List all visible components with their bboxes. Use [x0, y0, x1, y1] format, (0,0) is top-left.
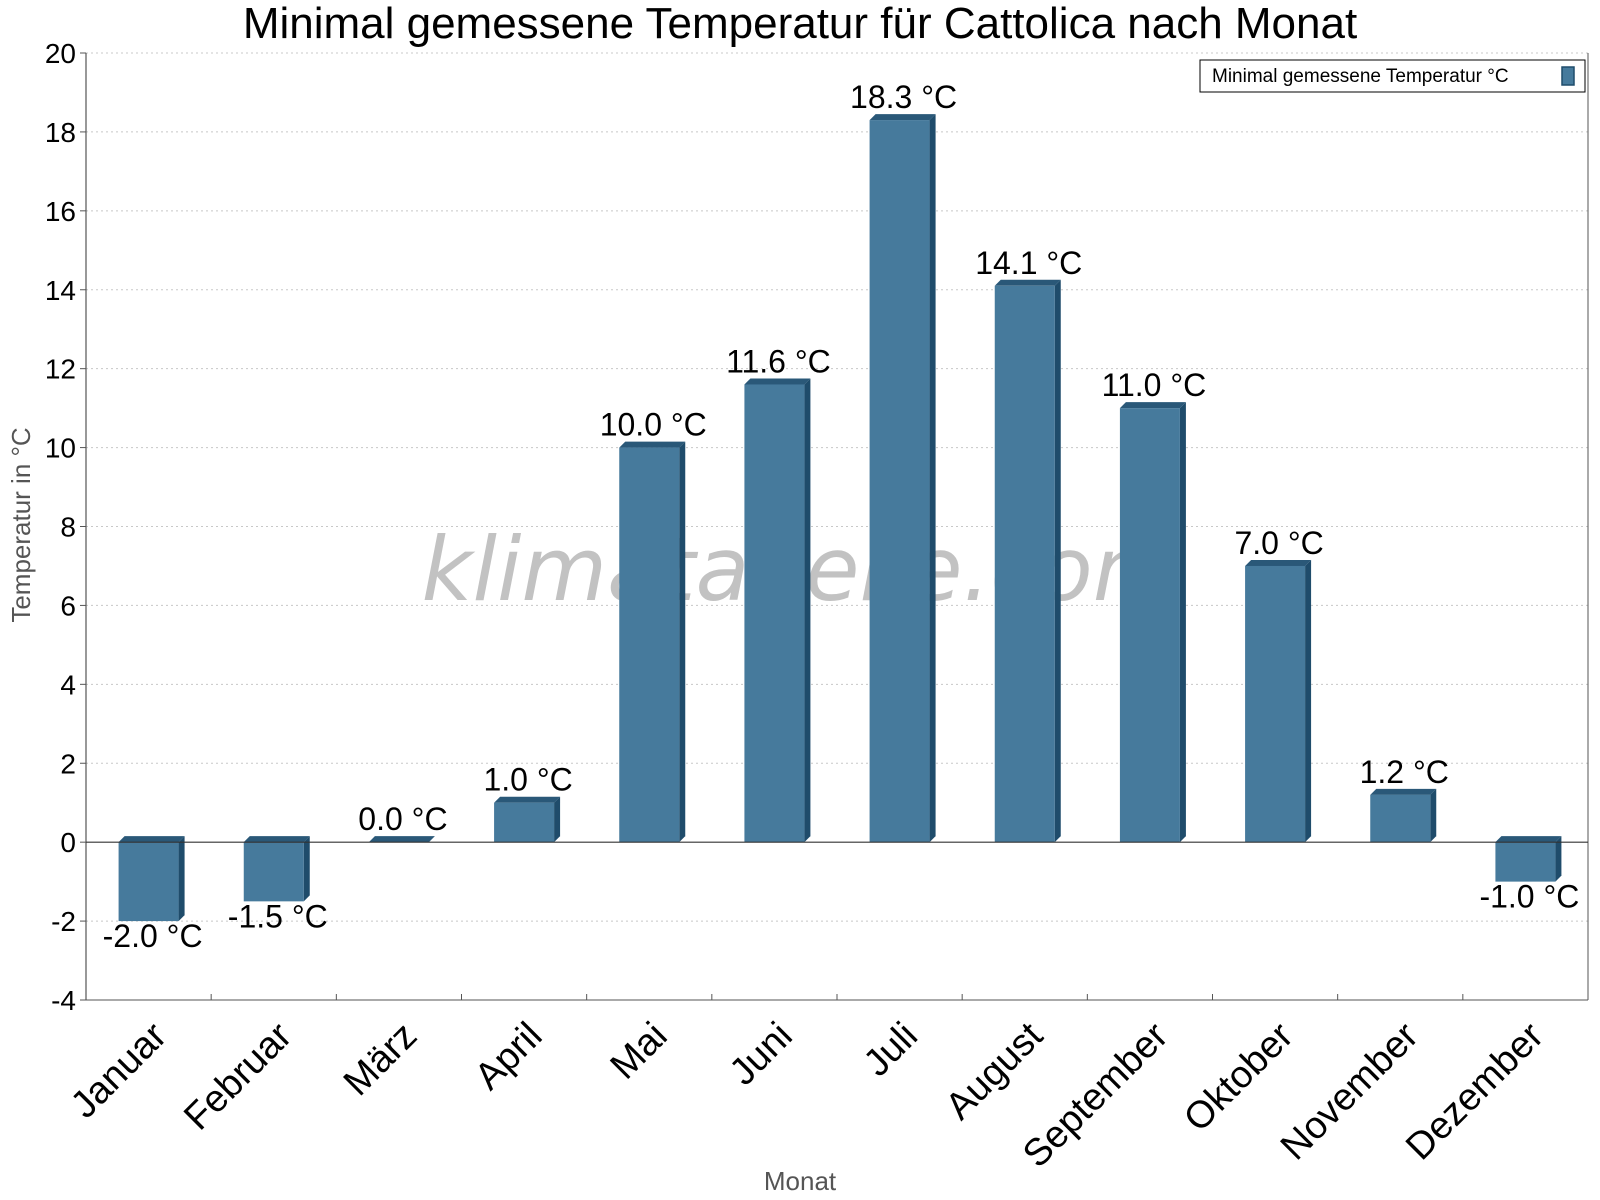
bar: [243, 842, 304, 902]
data-label: 1.0 °C: [483, 762, 572, 798]
bar-side: [178, 836, 185, 922]
bar-november: [1370, 788, 1437, 843]
y-tick-label: -4: [51, 985, 76, 1016]
bar-top: [1495, 836, 1562, 843]
data-label: 11.0 °C: [1102, 367, 1207, 403]
data-label: -2.0 °C: [103, 918, 203, 954]
bar-juli: [869, 114, 936, 843]
y-tick-label: 4: [60, 669, 76, 700]
bar-top: [1370, 788, 1437, 795]
bar-top: [744, 378, 811, 385]
y-tick-label: 16: [45, 196, 76, 227]
x-tick-label: Juni: [722, 1015, 801, 1094]
data-label: 11.6 °C: [726, 343, 831, 379]
y-tick-label: 6: [60, 590, 76, 621]
x-tick-label: August: [938, 1014, 1052, 1128]
bar-oktober: [1245, 559, 1312, 843]
bar-september: [1119, 402, 1186, 843]
bar: [494, 802, 555, 843]
bar: [1370, 794, 1431, 843]
bar-mai: [619, 441, 686, 843]
y-tick-label: 14: [45, 275, 76, 306]
x-tick-label: Juli: [856, 1015, 926, 1085]
axes: [80, 52, 1589, 1001]
y-tick-label: 20: [45, 38, 76, 69]
data-label: 1.2 °C: [1360, 754, 1449, 790]
bar-top: [118, 836, 185, 843]
data-label: -1.5 °C: [228, 898, 328, 934]
bar-top: [619, 441, 686, 448]
x-tick-label: Mai: [603, 1015, 676, 1088]
y-tick-label: 18: [45, 117, 76, 148]
x-tick-label: April: [467, 1015, 550, 1098]
bar-side: [303, 836, 310, 902]
bar: [869, 120, 930, 843]
data-label: 18.3 °C: [850, 79, 957, 115]
x-tick-label: Dezember: [1398, 1014, 1552, 1168]
x-tick-label: März: [336, 1015, 425, 1104]
bar-side: [929, 114, 936, 843]
bar: [1119, 408, 1180, 843]
bar-dezember: [1495, 836, 1562, 882]
bar-august: [994, 279, 1061, 843]
bar-side: [804, 378, 811, 843]
y-tick-label: 0: [60, 827, 76, 858]
grid-lines: [86, 52, 1588, 1001]
bar-top: [869, 114, 936, 121]
legend-label: Minimal gemessene Temperatur °C: [1212, 66, 1509, 87]
bar: [994, 285, 1055, 843]
data-label: -1.0 °C: [1479, 879, 1579, 915]
y-axis-title: Temperatur in °C: [6, 427, 36, 622]
bar-juni: [744, 378, 811, 843]
bar: [118, 842, 179, 922]
bar: [1495, 842, 1556, 882]
legend-box: [1199, 59, 1586, 93]
x-tick-label: Februar: [176, 1014, 300, 1138]
bar-top: [494, 796, 561, 803]
y-tick-label: 12: [45, 354, 76, 385]
chart-title: Minimal gemessene Temperatur für Cattoli…: [243, 0, 1357, 48]
legend[interactable]: Minimal gemessene Temperatur °C: [1199, 59, 1586, 93]
legend-swatch: [1561, 66, 1575, 86]
bar: [744, 384, 805, 843]
bar-side: [1430, 788, 1437, 843]
y-tick-label: 2: [60, 748, 76, 779]
bar: [619, 447, 680, 843]
bar-top: [1245, 559, 1312, 566]
bar-side: [1054, 279, 1061, 843]
bar-side: [679, 441, 686, 843]
bar-top: [994, 279, 1061, 286]
y-tick-label: 10: [45, 433, 76, 464]
bar: [1245, 565, 1306, 843]
y-tick-label: -2: [51, 906, 76, 937]
bars: [118, 114, 1562, 922]
x-tick-label: Oktober: [1176, 1014, 1302, 1140]
bar-januar: [118, 836, 185, 922]
data-label: 0.0 °C: [358, 801, 447, 837]
bar-april: [494, 796, 561, 843]
bar-top: [368, 836, 435, 843]
bar-side: [554, 796, 561, 843]
y-tick-label: 8: [60, 512, 76, 543]
bar-februar: [243, 836, 310, 902]
x-axis-title: Monat: [764, 1166, 837, 1196]
data-label: 7.0 °C: [1234, 525, 1323, 561]
bar-side: [1555, 836, 1562, 882]
bar-side: [1179, 402, 1186, 843]
bar-top: [1119, 402, 1186, 409]
data-label: 14.1 °C: [975, 245, 1082, 281]
bar-top: [243, 836, 310, 843]
bar-märz: [368, 836, 435, 843]
bar-side: [1305, 559, 1312, 843]
x-tick-label: Januar: [63, 1014, 175, 1126]
data-label: 10.0 °C: [600, 407, 707, 443]
